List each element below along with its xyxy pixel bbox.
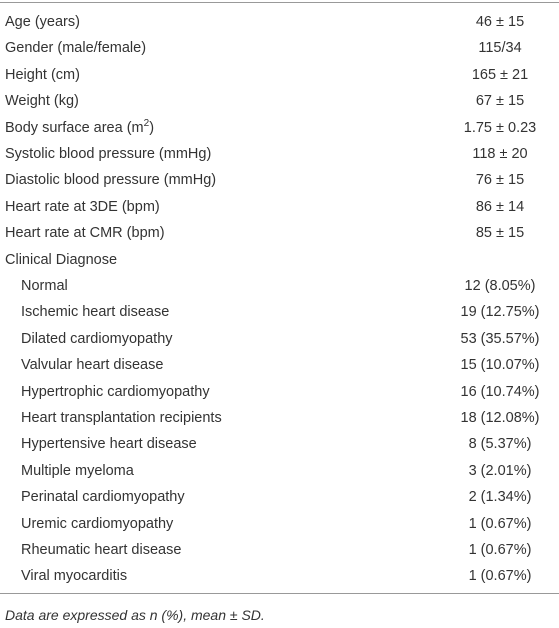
row-label: Dilated cardiomyopathy	[21, 330, 173, 347]
table-row: Diastolic blood pressure (mmHg) 76 ± 15	[0, 167, 559, 193]
row-label: Height (cm)	[5, 66, 80, 83]
row-value: 3 (2.01%)	[468, 462, 532, 479]
table-row: Perinatal cardiomyopathy 2 (1.34%)	[0, 484, 559, 510]
label-superscript: 2	[143, 117, 150, 129]
table-row: Heart rate at 3DE (bpm) 86 ± 14	[0, 194, 559, 220]
row-value: 76 ± 15	[475, 172, 525, 189]
row-label: Hypertrophic cardiomyopathy	[21, 383, 210, 400]
row-value: 18 (12.08%)	[460, 410, 540, 426]
row-label: Body surface area (m2)	[5, 115, 154, 141]
row-label: Diastolic blood pressure (mmHg)	[5, 172, 217, 189]
table-row: Hypertensive heart disease 8 (5.37%)	[0, 431, 559, 457]
row-value: 1 (0.67%)	[468, 542, 532, 558]
table-row: Normal 12 (8.05%)	[0, 273, 559, 299]
table-row: Rheumatic heart disease 1 (0.67%)	[0, 537, 559, 563]
row-value: 85 ± 15	[475, 225, 525, 242]
table-row: Dilated cardiomyopathy 53 (35.57%)	[0, 326, 559, 352]
group-heading: Clinical Diagnose	[5, 251, 118, 268]
row-value: 16 (10.74%)	[460, 383, 540, 400]
table-row: Heart transplantation recipients 18 (12.0…	[0, 405, 559, 431]
bottom-rule	[0, 593, 559, 594]
table-row: Multiple myeloma 3 (2.01%)	[0, 458, 559, 484]
row-label: Multiple myeloma	[21, 462, 134, 479]
row-value: 2 (1.34%)	[468, 489, 532, 506]
row-label: Hypertensive heart disease	[21, 436, 197, 453]
row-label: Valvular heart disease	[21, 357, 164, 374]
row-label: Heart rate at 3DE (bpm)	[5, 198, 160, 215]
row-value: 1.75 ± 0.23	[463, 119, 537, 136]
row-label: Gender (male/female)	[5, 40, 147, 57]
table-row: Height (cm) 165 ± 21	[0, 62, 559, 88]
table-row: Weight (kg) 67 ± 15	[0, 88, 559, 114]
row-label: Age (years)	[5, 14, 80, 30]
row-label: Uremic cardiomyopathy	[21, 515, 174, 532]
row-value: 86 ± 14	[475, 198, 525, 215]
table-row: Body surface area (m2) 1.75 ± 0.23	[0, 115, 559, 141]
row-label: Viral myocarditis	[21, 568, 128, 585]
row-value: 165 ± 21	[471, 66, 529, 83]
table-row: Hypertrophic cardiomyopathy 16 (10.74%)	[0, 379, 559, 405]
label-text: Body surface area (m	[5, 119, 144, 136]
row-value: 15 (10.07%)	[460, 357, 540, 374]
label-text: )	[149, 119, 155, 136]
row-label: Heart transplantation recipients	[21, 410, 222, 426]
row-value: 8 (5.37%)	[468, 436, 532, 453]
row-label: Heart rate at CMR (bpm)	[5, 225, 165, 242]
row-label: Ischemic heart disease	[21, 304, 170, 321]
row-label: Normal	[21, 278, 68, 294]
row-value: 1 (0.67%)	[468, 568, 532, 585]
table-row: Heart rate at CMR (bpm) 85 ± 15	[0, 220, 559, 246]
row-value: 46 ± 15	[475, 14, 525, 30]
table-row: Age (years) 46 ± 15	[0, 9, 559, 35]
row-value: 12 (8.05%)	[464, 278, 536, 294]
footnote: Data are expressed as n (%), mean ± SD.	[5, 607, 265, 623]
row-value: 19 (12.75%)	[460, 304, 540, 321]
row-label: Rheumatic heart disease	[21, 542, 182, 558]
row-value: 115/34	[478, 40, 522, 57]
row-value: 53 (35.57%)	[460, 330, 540, 347]
row-value: 67 ± 15	[475, 93, 525, 110]
row-value: 118 ± 20	[472, 146, 528, 162]
top-rule	[0, 2, 559, 3]
row-value: 1 (0.67%)	[468, 515, 532, 532]
table-row: Valvular heart disease 15 (10.07%)	[0, 352, 559, 378]
row-label: Perinatal cardiomyopathy	[21, 489, 185, 506]
row-label: Weight (kg)	[5, 93, 79, 110]
table-row: Systolic blood pressure (mmHg) 118 ± 20	[0, 141, 559, 167]
group-heading-row: Clinical Diagnose	[0, 247, 559, 273]
table-row: Viral myocarditis 1 (0.67%)	[0, 563, 559, 589]
row-label: Systolic blood pressure (mmHg)	[5, 146, 212, 162]
table-row: Gender (male/female) 115/34	[0, 35, 559, 61]
table-row: Uremic cardiomyopathy 1 (0.67%)	[0, 511, 559, 537]
table-row: Ischemic heart disease 19 (12.75%)	[0, 299, 559, 325]
